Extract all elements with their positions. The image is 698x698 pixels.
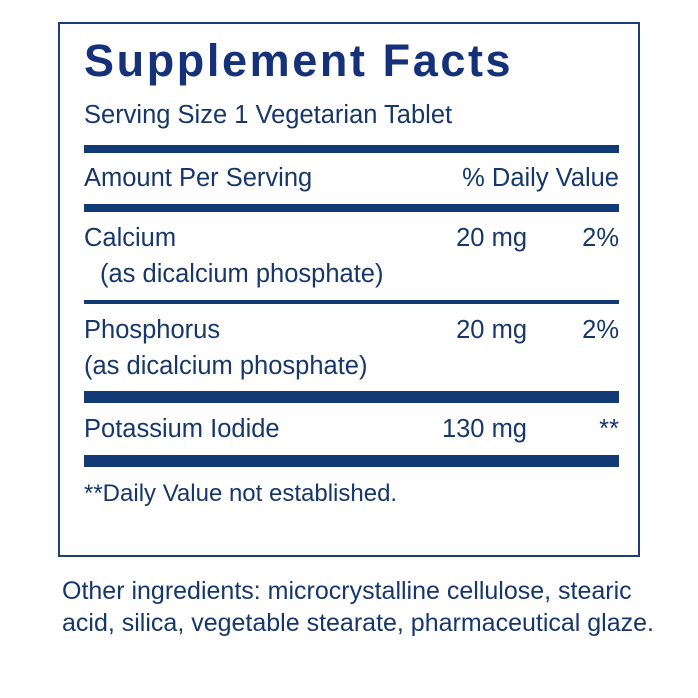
nutrient-source: (as dicalcium phosphate): [100, 259, 384, 288]
other-ingredients-text: Other ingredients: microcrystalline cell…: [62, 577, 654, 637]
nutrient-amount: 130 mg: [441, 415, 527, 444]
table-row: Phosphorus 20 mg 2%: [84, 317, 619, 345]
supplement-facts-panel: Supplement Facts Serving Size 1 Vegetari…: [58, 22, 640, 557]
nutrient-name: Phosphorus: [84, 316, 221, 345]
table-row: Potassium Iodide 130 mg **: [84, 416, 619, 444]
daily-value-footnote: **Daily Value not established.: [84, 479, 398, 507]
table-header-row: Amount Per Serving % Daily Value: [84, 163, 619, 193]
nutrient-amount: 20 mg: [456, 316, 527, 345]
nutrient-source: (as dicalcium phosphate): [84, 351, 368, 380]
rule-above-header: [84, 144, 619, 153]
page-title: Supplement Facts: [84, 35, 514, 86]
header-amount-per-serving: Amount Per Serving: [84, 163, 313, 192]
serving-size-text: Serving Size 1 Vegetarian Tablet: [84, 101, 453, 129]
rule-below-header: [84, 204, 619, 213]
nutrient-amount: 20 mg: [456, 224, 527, 253]
nutrient-daily-value: 2%: [582, 316, 619, 345]
nutrient-daily-value: **: [599, 415, 619, 444]
nutrient-name: Potassium Iodide: [84, 415, 280, 444]
nutrient-name: Calcium: [84, 224, 177, 253]
header-daily-value: % Daily Value: [462, 163, 619, 192]
rule-below-potassium: [84, 454, 619, 467]
supplement-facts-content: Supplement Facts Serving Size 1 Vegetari…: [84, 24, 619, 507]
nutrient-daily-value: 2%: [582, 224, 619, 253]
rule-between-calcium-phosphorus: [84, 300, 619, 305]
table-row: Calcium 20 mg 2%: [84, 225, 619, 253]
rule-above-potassium: [84, 391, 619, 404]
